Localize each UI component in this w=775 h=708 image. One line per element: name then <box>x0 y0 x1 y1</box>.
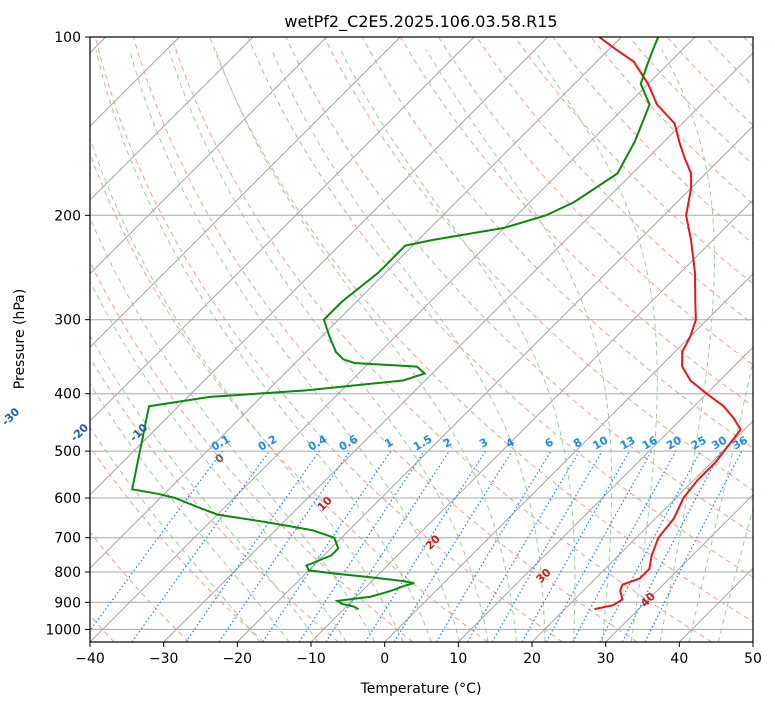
x-tick-label: 40 <box>670 651 688 667</box>
mixing-ratio-line <box>545 450 653 642</box>
mixing-ratio-line <box>521 450 631 642</box>
isotherm-line <box>605 494 753 642</box>
y-tick-label: 700 <box>54 531 81 547</box>
isotherm-line <box>90 37 622 569</box>
y-tick-label: 1000 <box>45 622 81 638</box>
y-tick-label: 200 <box>54 208 81 224</box>
dry-adiabat-line <box>399 37 753 407</box>
isotherm-line <box>236 125 753 642</box>
y-tick-label: 800 <box>54 565 81 581</box>
x-tick-label: −40 <box>75 651 105 667</box>
dry-adiabat-line <box>209 37 753 623</box>
mixing-ratio-line <box>298 450 425 642</box>
background-lines <box>90 37 753 642</box>
isotherm-line <box>90 37 401 348</box>
profile-layer <box>131 37 742 611</box>
mixing-ratio-line <box>262 450 392 642</box>
x-tick-label: 30 <box>597 651 615 667</box>
mixing-ratio-line <box>90 450 223 632</box>
y-axis-title: Pressure (hPa) <box>12 289 28 389</box>
moist-adiabat-line <box>168 49 489 642</box>
x-tick-label: −30 <box>149 651 179 667</box>
dry-adiabat-line <box>90 356 339 642</box>
moist-adiabat-line <box>659 49 715 642</box>
moist-adiabat-line <box>533 49 658 642</box>
moist-adiabat-line <box>425 49 613 642</box>
moist-adiabat-line <box>340 49 576 642</box>
y-tick-label: 300 <box>54 313 81 329</box>
isotherm-line <box>90 37 475 422</box>
x-tick-label: 0 <box>380 651 389 667</box>
moist-adiabat-line <box>129 49 461 642</box>
x-tick-label: −10 <box>296 651 326 667</box>
dry-adiabat-line <box>90 446 264 642</box>
mixing-ratio-line <box>572 450 677 642</box>
mixing-ratio-line <box>325 450 450 642</box>
y-tick-label: 500 <box>54 444 81 460</box>
moist-adiabat-line <box>271 49 546 642</box>
x-axis-title: Temperature (°C) <box>360 681 482 697</box>
isotherm-line <box>90 37 254 201</box>
moist-adiabat-line <box>688 358 753 642</box>
y-tick-label: 600 <box>54 491 81 507</box>
dry-adiabat-line <box>171 37 712 642</box>
x-tick-label: 20 <box>523 651 541 667</box>
moist-adiabat-line <box>95 49 432 642</box>
isotherm-line <box>531 420 753 642</box>
x-tick-label: 10 <box>449 651 467 667</box>
plot-frame <box>89 36 754 643</box>
dry-adiabat-line <box>514 37 753 285</box>
dry-adiabat-line <box>90 260 414 642</box>
temperature-profile <box>594 37 742 611</box>
mixing-ratio-line <box>131 450 270 642</box>
x-tick-label: −20 <box>223 651 253 667</box>
mixing-ratio-line <box>393 450 513 642</box>
x-tick-label: 50 <box>744 651 762 667</box>
mixing-ratio-line <box>644 450 743 642</box>
isotherm-line <box>384 273 753 642</box>
y-tick-label: 900 <box>54 595 81 611</box>
dry-adiabat-line <box>361 37 753 449</box>
mixing-ratio-line <box>185 450 320 642</box>
moist-adiabat-line <box>90 136 404 642</box>
dry-adiabat-line <box>90 531 190 642</box>
isotherm-line <box>90 37 696 642</box>
chart-title: wetPf2_C2E5.2025.106.03.58.R15 <box>284 12 557 32</box>
isotherm-line <box>163 52 753 642</box>
dewpoint-profile <box>131 37 660 610</box>
dry-adiabat-line <box>90 152 488 642</box>
isotherm-line <box>457 346 753 642</box>
mixing-ratio-line <box>218 450 351 642</box>
dry-adiabat-line <box>94 37 563 642</box>
y-tick-label: 100 <box>54 30 81 46</box>
isotherm-line <box>90 37 328 275</box>
moist-adiabat-line <box>90 382 290 642</box>
isotherm-line <box>90 37 549 496</box>
axis-ticks: −40 −30 −20 −10 0 10 20 30 40 50 100 200 300 400 500 60… <box>45 30 762 667</box>
dry-adiabat-line <box>247 37 753 578</box>
y-tick-label: 400 <box>54 387 81 403</box>
